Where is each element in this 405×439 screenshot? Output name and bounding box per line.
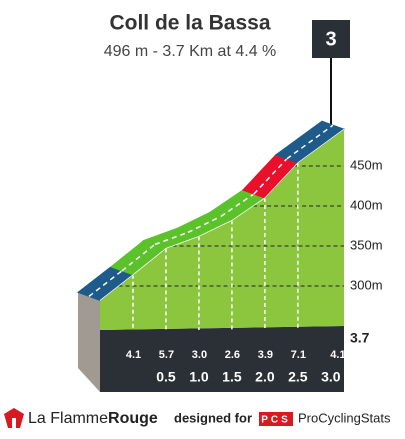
chart-subtitle: 496 m - 3.7 Km at 4.4 % xyxy=(104,43,277,60)
plot: 300m 350m 400m 450m 0.5 1.0 1.5 2.0 2.5 3.0 4.1 5.7… xyxy=(76,120,383,392)
center-dash xyxy=(253,158,288,195)
y-tick-label: 300m xyxy=(350,277,383,292)
pcs-name: ProCyclingStats xyxy=(298,410,391,425)
center-dash xyxy=(121,243,156,272)
x-tick-label: 1.5 xyxy=(222,369,242,385)
brand-logo xyxy=(4,408,24,428)
profile-line xyxy=(99,128,345,301)
gradient-label: 7.1 xyxy=(291,349,306,361)
pcs-label: PCS xyxy=(261,415,291,426)
x-tick-label: 3.0 xyxy=(321,369,341,385)
brand-bold: Rouge xyxy=(108,410,158,427)
base xyxy=(100,326,344,392)
center-dash xyxy=(220,193,255,218)
x-tick-label: 0.5 xyxy=(156,369,176,385)
y-tick-label: 450m xyxy=(350,157,383,172)
category-badge xyxy=(312,20,350,58)
profile-body xyxy=(100,129,344,330)
side-face xyxy=(78,292,100,392)
center-dash xyxy=(154,231,189,246)
brand-light: La Flamme xyxy=(28,410,108,427)
x-tick-label: 2.5 xyxy=(288,369,308,385)
gradient-label: 3.0 xyxy=(192,349,207,361)
y-tick-label: 400m xyxy=(350,197,383,212)
center-dash xyxy=(88,270,123,297)
gradient-label: 4.1 xyxy=(330,349,345,361)
gradient-label: 3.9 xyxy=(258,349,273,361)
distance-label: 3.7 xyxy=(350,330,370,346)
designed-for: designed for xyxy=(174,410,252,425)
brand-name: La FlammeRouge xyxy=(28,410,158,427)
chart-title: Coll de la Bassa xyxy=(109,12,270,35)
y-tick-label: 350m xyxy=(350,237,383,252)
x-tick-label: 2.0 xyxy=(255,369,275,385)
gradient-label: 2.6 xyxy=(225,349,240,361)
center-dash xyxy=(187,215,222,234)
category-label: 3 xyxy=(325,28,336,50)
gradient-label: 5.7 xyxy=(159,349,174,361)
gradient-label: 4.1 xyxy=(126,349,141,361)
x-tick-label: 1.0 xyxy=(189,369,209,385)
center-dash xyxy=(286,124,334,160)
pcs-logo xyxy=(259,412,293,426)
